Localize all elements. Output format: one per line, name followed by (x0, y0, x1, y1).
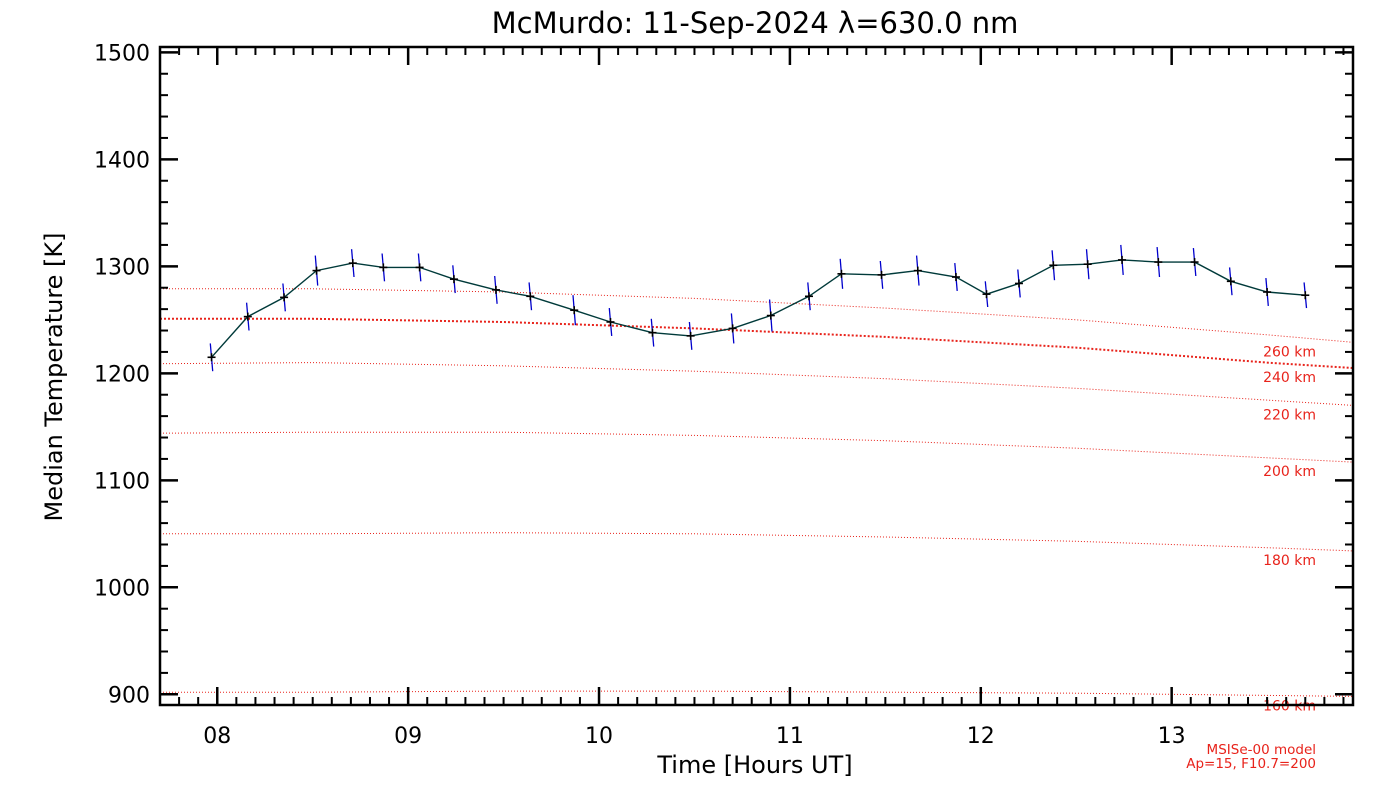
data-point-marker (1226, 277, 1235, 286)
model-curve-160-km (160, 690, 1354, 697)
model-curve-180-km (160, 532, 1354, 552)
data-point-marker (491, 285, 500, 294)
model-curve-200-km (159, 431, 1354, 463)
data-point-marker (766, 311, 775, 320)
model-curves: 260 km 240 km 220 km 200 km 180 km 160 km (159, 288, 1354, 714)
x-axis-ticks: 08 09 10 11 12 13 (178, 47, 1345, 749)
data-point-marker (415, 263, 424, 272)
data-point-marker (804, 292, 813, 301)
model-curve-label: 240 km (1263, 370, 1316, 386)
x-axis-label: Time [Hours UT] (656, 751, 852, 779)
data-point-marker (207, 353, 216, 362)
chart-title: McMurdo: 11-Sep-2024 λ=630.0 nm (492, 6, 1019, 40)
x-tick-label: 09 (394, 724, 422, 749)
y-tick-label: 1400 (94, 148, 150, 173)
data-point-marker (312, 266, 321, 275)
data-point-marker (951, 273, 960, 282)
data-point-marker (379, 263, 388, 272)
data-point-marker (348, 259, 357, 268)
x-tick-label: 11 (776, 724, 804, 749)
y-tick-label: 1200 (94, 362, 150, 387)
temperature-line (210, 259, 1306, 358)
x-tick-label: 13 (1158, 724, 1186, 749)
data-point-marker (1263, 288, 1272, 297)
data-point-marker (837, 269, 846, 278)
data-point-marker (686, 331, 695, 340)
y-tick-label: 1500 (94, 41, 150, 66)
model-note-line-1: MSISe-00 model (1207, 742, 1316, 758)
data-point-marker (913, 266, 922, 275)
data-point-marker (570, 306, 579, 315)
model-curve-label: 200 km (1263, 464, 1316, 480)
data-point-marker (1083, 260, 1092, 269)
model-curve-label: 180 km (1263, 553, 1316, 569)
data-point-marker (280, 293, 289, 302)
x-tick-label: 10 (585, 724, 613, 749)
model-curve-label: 220 km (1263, 407, 1316, 423)
data-point-marker (982, 290, 991, 299)
model-curve-label: 160 km (1263, 698, 1316, 714)
plot-frame (158, 45, 1355, 707)
data-point-marker (1301, 291, 1310, 300)
data-point-marker (728, 324, 737, 333)
data-point-marker (1190, 258, 1199, 267)
data-point-marker (1049, 261, 1058, 270)
data-point-marker (877, 270, 886, 279)
y-axis-label: Median Temperature [K] (40, 232, 68, 521)
y-tick-label: 1100 (94, 469, 150, 494)
data-point-marker (449, 275, 458, 284)
data-point-marker (243, 312, 252, 321)
data-point-marker (648, 328, 657, 337)
x-tick-label: 08 (203, 724, 231, 749)
y-tick-label: 900 (108, 683, 150, 708)
model-curve-260-km (160, 288, 1354, 343)
model-curve-label: 260 km (1263, 344, 1316, 360)
y-tick-label: 1300 (94, 255, 150, 280)
data-point-marker (606, 317, 615, 326)
x-tick-label: 12 (967, 724, 995, 749)
y-axis-ticks: 900 1000 1100 1200 1300 1400 1500 (94, 41, 1353, 708)
data-point-marker (526, 292, 535, 301)
model-note-line-2: Ap=15, F10.7=200 (1186, 756, 1316, 772)
data-series (207, 244, 1310, 372)
data-point-marker (1014, 279, 1023, 288)
model-curve-240-km (160, 317, 1354, 369)
model-curve-220-km (159, 362, 1354, 406)
data-point-marker (1118, 255, 1127, 264)
data-point-marker (1154, 258, 1163, 267)
y-tick-label: 1000 (94, 576, 150, 601)
